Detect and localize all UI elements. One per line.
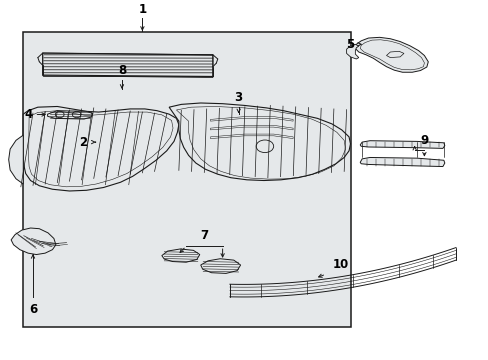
Text: 8: 8 <box>118 64 126 77</box>
Text: 6: 6 <box>29 303 37 316</box>
Text: 2: 2 <box>79 136 87 149</box>
Polygon shape <box>346 44 358 59</box>
Polygon shape <box>355 37 427 72</box>
Polygon shape <box>47 111 93 119</box>
Text: 5: 5 <box>346 38 354 51</box>
Polygon shape <box>360 141 444 148</box>
Polygon shape <box>162 249 200 262</box>
Polygon shape <box>360 157 444 167</box>
Polygon shape <box>11 228 56 255</box>
Text: 3: 3 <box>234 91 242 104</box>
Text: 1: 1 <box>138 3 146 16</box>
Text: 10: 10 <box>332 258 348 271</box>
Text: 9: 9 <box>420 134 428 147</box>
Polygon shape <box>9 135 23 184</box>
Polygon shape <box>23 107 179 191</box>
Polygon shape <box>23 32 351 327</box>
Polygon shape <box>201 259 240 273</box>
Text: 7: 7 <box>200 229 208 242</box>
Polygon shape <box>42 53 212 77</box>
Text: 4: 4 <box>24 108 32 121</box>
Polygon shape <box>169 103 350 180</box>
